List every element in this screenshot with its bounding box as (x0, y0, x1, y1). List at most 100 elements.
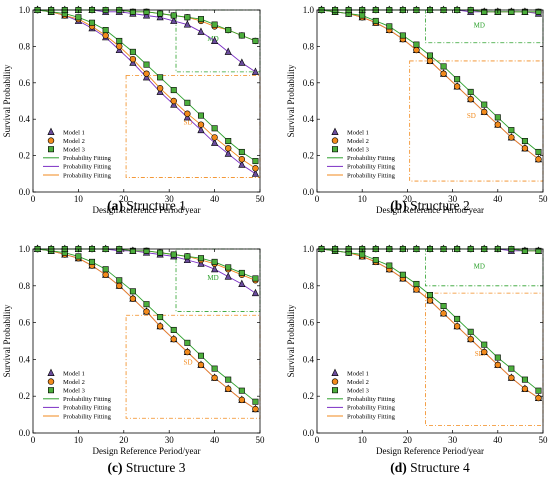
data-point (197, 112, 204, 119)
x-tick-label: 0 (315, 194, 320, 204)
data-point (481, 101, 488, 108)
data-point (508, 8, 515, 15)
x-tick-label: 10 (74, 194, 84, 204)
x-tick-label: 40 (493, 194, 503, 204)
legend-marker-3 (47, 387, 54, 394)
data-point (184, 14, 191, 21)
data-point (252, 165, 259, 172)
legend-label-2: Model 2 (63, 138, 85, 145)
data-point (535, 156, 542, 163)
y-tick-label: 0.0 (19, 428, 31, 438)
x-axis-label: Design Reference Period/year (376, 205, 484, 215)
plot-frame (32, 248, 261, 434)
x-tick-label: 50 (256, 194, 266, 204)
data-point (454, 76, 461, 83)
panel-caption: (b) Structure 2 (390, 198, 470, 213)
data-point (238, 269, 245, 276)
caption-text: Structure 4 (407, 460, 470, 475)
legend-label-6: Probability Fitting (347, 413, 396, 420)
x-tick-label: 30 (448, 435, 458, 445)
caption-text: Structure 3 (122, 460, 185, 475)
region-label-md: MD (474, 263, 485, 271)
data-point (481, 341, 488, 348)
series-md-square (318, 7, 542, 15)
region-label-sd: SD (184, 118, 193, 126)
data-point (521, 138, 528, 145)
data-point (440, 70, 447, 77)
x-tick-label: 10 (358, 194, 368, 204)
y-tick-label: 1.0 (303, 244, 315, 254)
x-tick-label: 0 (315, 435, 320, 445)
data-point (238, 58, 246, 66)
y-tick-label: 0.8 (303, 41, 315, 51)
data-point (225, 385, 232, 393)
data-point (372, 257, 379, 264)
data-point (426, 52, 433, 59)
data-point (535, 247, 542, 254)
data-point (426, 291, 433, 298)
data-point (224, 47, 232, 55)
caption-letter: (c) (108, 460, 123, 475)
legend-marker-3 (331, 146, 338, 153)
data-point (197, 361, 205, 369)
panel-caption: (d) Structure 4 (390, 460, 470, 475)
data-point (184, 99, 191, 106)
plot-frame (316, 248, 544, 434)
fit-curve-sd-circle (321, 9, 539, 160)
data-point (440, 310, 447, 317)
data-point (170, 251, 177, 258)
region-box-md (425, 9, 544, 44)
legend-label-5: Probability Fitting (63, 164, 112, 171)
region-box-sd (125, 75, 261, 178)
chart-panel-4: MD SD 0 10 20 30 40 50 0.0 0.2 0.4 0.6 0.8 1.0 Design … (286, 244, 548, 475)
data-point (225, 27, 232, 34)
x-tick-label: 50 (539, 194, 549, 204)
data-point (508, 127, 515, 134)
data-point (521, 247, 528, 254)
data-point (252, 405, 259, 413)
data-point (143, 247, 150, 254)
series-md-square (34, 246, 259, 282)
y-tick-label: 0.6 (19, 78, 31, 88)
data-point (197, 16, 204, 23)
data-point (494, 361, 501, 369)
data-point (251, 169, 260, 177)
panel-caption: (c) Structure 3 (108, 460, 186, 475)
y-axis-label: Survival Probability (2, 304, 12, 377)
y-tick-label: 0.6 (303, 78, 315, 88)
data-point (102, 27, 109, 34)
data-point (535, 8, 542, 15)
legend-label-4: Probability Fitting (347, 155, 396, 162)
data-point (197, 27, 205, 35)
data-point (129, 295, 137, 302)
data-point (116, 37, 123, 44)
data-point (535, 387, 542, 394)
data-point (521, 385, 529, 393)
legend-label-5: Probability Fitting (347, 405, 396, 412)
data-point (170, 326, 177, 333)
legend-label-5: Probability Fitting (63, 405, 112, 412)
data-point (252, 37, 259, 44)
data-point (413, 41, 420, 48)
legend-label-3: Model 3 (63, 147, 85, 154)
data-point (238, 32, 245, 39)
chart-panel-1: MD SD 0 10 20 30 40 50 0.0 0.2 0.4 0.6 0.8 1.0 Design … (2, 5, 265, 215)
data-point (224, 149, 232, 157)
x-tick-label: 40 (210, 194, 220, 204)
legend-marker-3 (47, 146, 54, 153)
data-point (252, 275, 259, 282)
chart-panel-2: MD SD 0 10 20 30 40 50 0.0 0.2 0.4 0.6 0.8 1.0 Design … (286, 5, 548, 215)
data-point (197, 121, 205, 128)
y-tick-label: 1.0 (19, 5, 31, 15)
data-point (386, 262, 393, 269)
region-box-sd (409, 60, 544, 182)
data-point (184, 253, 191, 260)
caption-letter: (d) (390, 460, 407, 475)
legend-label-2: Model 2 (347, 379, 369, 386)
legend-label-2: Model 2 (63, 379, 85, 386)
data-point (143, 301, 150, 308)
x-tick-label: 0 (31, 194, 36, 204)
data-point (225, 138, 232, 145)
legend-label-1: Model 1 (63, 370, 85, 377)
data-point (170, 16, 178, 24)
